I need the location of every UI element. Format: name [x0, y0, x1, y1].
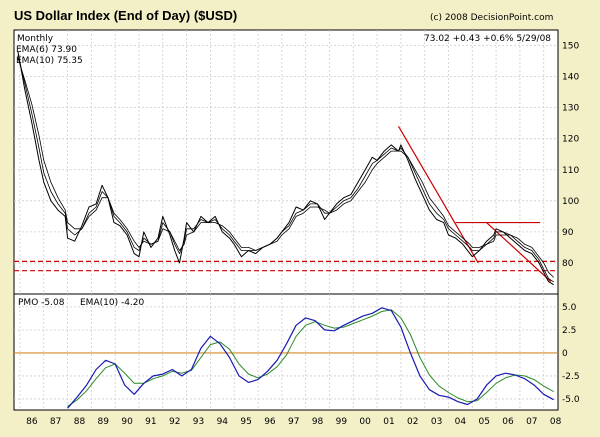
x-tick-label: 01	[383, 417, 394, 427]
price-lines	[17, 51, 554, 286]
x-tick-label: 99	[336, 417, 348, 427]
x-tick-label: 90	[121, 417, 133, 427]
x-tick-label: 04	[455, 417, 467, 427]
x-tick-label: 87	[50, 417, 61, 427]
copyright: (c) 2008 DecisionPoint.com	[430, 13, 553, 23]
y-tick-label: 130	[562, 104, 579, 114]
pmo-panel	[13, 293, 559, 411]
x-tick-label: 06	[502, 417, 514, 427]
y-tick-label: 90	[562, 228, 574, 238]
ema6-series-line	[17, 54, 554, 283]
y-tick-label: -2.5	[562, 372, 580, 382]
legend-ema10: EMA(10) 75.35	[16, 56, 83, 66]
x-tick-label: 03	[431, 417, 442, 427]
x-tick-label: 89	[98, 417, 110, 427]
x-tick-label: 98	[312, 417, 324, 427]
x-axis: 86 87 88 89 90 91 92 93 94 95 96 97 98 99 00 01 02 03 04 05…	[26, 417, 561, 427]
legend-pmo: PMO -5.08	[18, 298, 65, 308]
x-tick-label: 05	[478, 417, 489, 427]
y-tick-label: 100	[562, 197, 579, 207]
periodicity-label: Monthly	[17, 34, 54, 44]
x-tick-label: 02	[407, 417, 418, 427]
y-tick-label: 5.0	[562, 303, 577, 313]
x-tick-label: 91	[145, 417, 156, 427]
chart-title: US Dollar Index (End of Day) ($USD)	[14, 8, 237, 23]
x-tick-label: 86	[26, 417, 38, 427]
x-tick-label: 08	[550, 417, 562, 427]
x-tick-label: 97	[288, 417, 299, 427]
x-tick-label: 07	[526, 417, 537, 427]
x-tick-label: 95	[240, 417, 251, 427]
x-tick-label: 92	[169, 417, 180, 427]
x-tick-label: 93	[193, 417, 204, 427]
y-tick-label: 110	[562, 166, 579, 176]
legend-ema6: EMA(6) 73.90	[16, 45, 77, 55]
price-grid	[14, 30, 558, 294]
x-tick-label: 96	[264, 417, 276, 427]
y-tick-label: -5.0	[562, 395, 580, 405]
y-tick-label: 140	[562, 73, 579, 83]
legend-pmo-ema: EMA(10) -4.20	[80, 298, 145, 308]
trend-line-2	[486, 222, 552, 283]
pmo-series-line	[67, 307, 554, 409]
y-tick-label: 2.5	[562, 326, 576, 336]
pmo-grid	[14, 294, 558, 410]
pmo-y-axis: 5.0 2.5 0 -2.5 -5.0	[562, 303, 580, 405]
x-tick-label: 00	[359, 417, 371, 427]
y-tick-label: 0	[562, 349, 568, 359]
price-panel	[13, 29, 559, 295]
y-tick-label: 150	[562, 42, 579, 52]
x-tick-label: 94	[217, 417, 229, 427]
quote-readout: 73.02 +0.43 +0.6% 5/29/08	[424, 34, 551, 44]
y-tick-label: 120	[562, 135, 579, 145]
price-y-axis: 150 140 130 120 110 100 90 80	[562, 42, 579, 269]
x-tick-label: 88	[74, 417, 86, 427]
pmo-lines	[67, 307, 554, 409]
y-tick-label: 80	[562, 259, 574, 269]
